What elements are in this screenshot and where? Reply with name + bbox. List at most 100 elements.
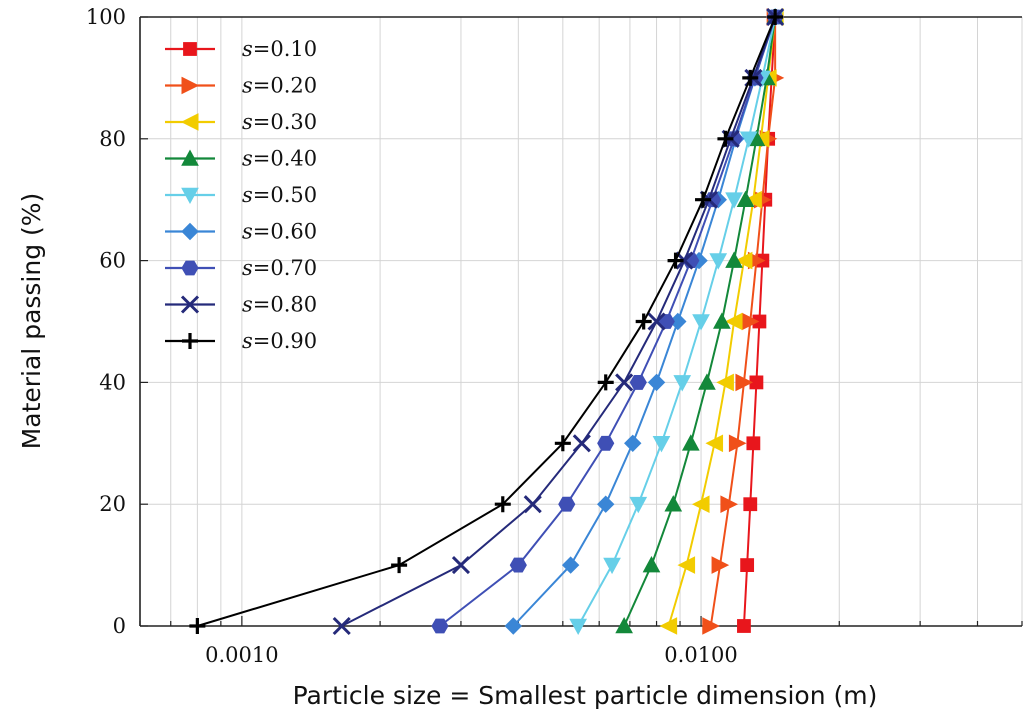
legend-label: s=0.80 — [242, 293, 317, 317]
legend-label: s=0.20 — [242, 74, 317, 98]
y-tick-label: 40 — [99, 370, 126, 394]
data-point — [717, 130, 734, 147]
data-point — [736, 190, 755, 207]
data-point — [698, 373, 716, 390]
data-point — [709, 253, 728, 270]
data-point — [494, 496, 511, 513]
series-layer — [189, 7, 785, 636]
y-axis-label: Material passing (%) — [17, 193, 46, 450]
data-point — [677, 556, 696, 574]
data-point — [652, 436, 671, 453]
data-point — [554, 435, 571, 452]
series-line — [341, 16, 777, 627]
data-point — [558, 496, 576, 512]
legend-label: s=0.70 — [242, 256, 317, 280]
data-point — [724, 312, 743, 331]
data-point — [692, 314, 710, 331]
data-point — [695, 191, 712, 208]
x-tick-label: 0.0100 — [664, 643, 737, 667]
data-point — [615, 373, 634, 392]
data-point — [182, 333, 198, 349]
data-point — [181, 76, 200, 95]
data-point — [615, 616, 633, 634]
legend-item: s=0.70 — [165, 256, 317, 280]
legend: s=0.10 s=0.20 s=0.30 s=0.40 s=0.50 s=0.60 s=0.… — [165, 37, 317, 353]
legend-item: s=0.90 — [165, 329, 317, 353]
data-point — [725, 192, 743, 209]
data-point — [181, 260, 199, 276]
data-point — [569, 618, 588, 636]
data-point — [183, 42, 197, 56]
data-point — [504, 617, 522, 635]
data-point — [572, 434, 591, 453]
data-point — [664, 495, 683, 512]
legend-label: s=0.60 — [242, 220, 317, 244]
data-point — [673, 375, 692, 392]
data-point — [451, 556, 471, 575]
legend-label: s=0.40 — [242, 147, 317, 171]
data-point — [180, 113, 199, 131]
data-point — [391, 557, 408, 574]
data-point — [181, 222, 199, 241]
series-line — [742, 16, 777, 627]
x-axis-label: Particle size = Smallest particle dimens… — [293, 681, 878, 710]
series-0.90 — [189, 9, 784, 634]
legend-label: s=0.50 — [242, 183, 317, 207]
data-point — [735, 373, 754, 392]
data-point — [659, 617, 678, 635]
data-point — [603, 557, 621, 575]
data-point — [734, 251, 753, 270]
data-point — [711, 556, 730, 574]
data-point — [509, 557, 527, 573]
data-point — [647, 373, 666, 392]
data-point — [691, 495, 710, 514]
data-point — [629, 374, 647, 390]
data-point — [744, 190, 762, 209]
data-point — [743, 497, 758, 512]
data-point — [597, 435, 615, 451]
legend-item: s=0.50 — [165, 183, 317, 207]
data-point — [675, 251, 694, 270]
series-line — [197, 16, 777, 627]
data-point — [713, 312, 731, 329]
data-point — [716, 373, 734, 392]
data-point — [181, 187, 199, 205]
data-point — [720, 495, 739, 514]
data-point — [561, 556, 580, 574]
data-point — [737, 619, 751, 633]
legend-item: s=0.60 — [165, 220, 317, 244]
legend-item: s=0.20 — [165, 74, 317, 98]
data-point — [740, 558, 755, 573]
data-point — [332, 616, 351, 636]
data-point — [189, 618, 206, 634]
data-point — [767, 9, 784, 25]
data-point — [746, 436, 761, 451]
series-0.50 — [569, 9, 784, 636]
legend-label: s=0.90 — [242, 329, 317, 353]
data-point — [597, 374, 614, 391]
data-point — [705, 434, 724, 453]
legend-item: s=0.80 — [165, 293, 317, 317]
data-point — [629, 496, 648, 514]
series-0.80 — [332, 7, 785, 636]
x-tick-label: 0.0010 — [205, 643, 278, 667]
data-point — [728, 434, 747, 453]
y-tick-label: 0 — [113, 614, 126, 638]
data-point — [702, 617, 720, 635]
data-point — [635, 313, 652, 330]
axes: 0 20 40 60 80 100 0.0010 0.0100 — [86, 5, 1023, 667]
data-point — [667, 252, 684, 269]
y-tick-label: 80 — [99, 127, 126, 151]
data-point — [597, 495, 615, 513]
y-tick-label: 60 — [99, 249, 126, 273]
data-point — [523, 495, 542, 514]
y-tick-label: 100 — [86, 5, 126, 29]
data-point — [647, 312, 666, 331]
legend-label: s=0.30 — [242, 110, 317, 134]
legend-item: s=0.30 — [165, 110, 317, 134]
legend-item: s=0.10 — [165, 37, 317, 61]
data-point — [181, 149, 199, 166]
legend-item: s=0.40 — [165, 147, 317, 171]
y-tick-label: 20 — [99, 492, 126, 516]
